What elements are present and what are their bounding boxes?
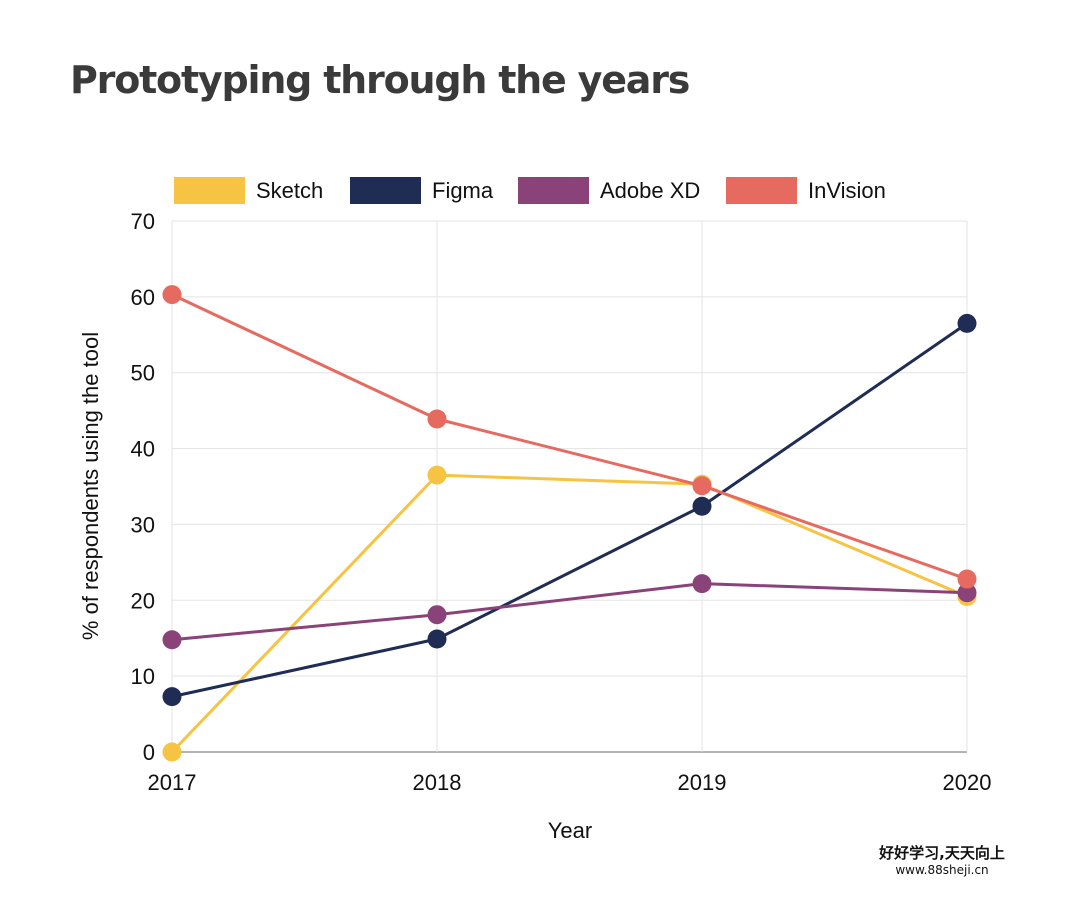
y-tick-label: 40 [131,437,155,462]
data-point-invision [957,569,977,589]
data-point-figma [957,313,977,333]
legend-label-figma: Figma [432,178,494,203]
x-tick-label: 2020 [943,770,992,795]
y-tick-label: 20 [131,588,155,613]
series-line-figma [171,322,968,699]
data-point-adobe-xd [427,605,447,625]
legend-item-figma: Figma [350,177,494,204]
data-point-figma [427,629,447,649]
data-point-invision [427,409,447,429]
data-point-figma [692,496,712,516]
legend-swatch-sketch [174,177,245,204]
data-point-adobe-xd [162,630,182,650]
data-point-figma [162,687,182,707]
legend: Sketch Figma Adobe XD InVision [174,177,886,204]
series-layer [162,285,977,762]
series-invision [162,285,977,589]
y-tick-label: 10 [131,664,155,689]
chart-title: Prototyping through the years [70,58,690,102]
series-line-invision [171,293,968,581]
grid-layer [171,220,968,753]
watermark: 好好学习,天天向上 www.88sheji.cn [862,842,1022,877]
data-point-invision [692,476,712,496]
watermark-url: www.88sheji.cn [895,863,989,877]
data-point-sketch [427,465,447,485]
legend-label-adobe-xd: Adobe XD [600,178,700,203]
series-line-sketch [170,473,968,754]
legend-swatch-invision [726,177,797,204]
x-axis-title: Year [548,818,592,843]
y-tick-label: 70 [131,209,155,234]
y-tick-label: 30 [131,512,155,537]
data-point-sketch [162,742,182,762]
y-tick-label: 50 [131,361,155,386]
legend-label-invision: InVision [808,178,886,203]
series-line-adobe-xd [171,582,968,642]
legend-swatch-adobe-xd [518,177,589,204]
data-point-adobe-xd [692,574,712,594]
data-point-adobe-xd [957,583,977,603]
legend-swatch-figma [350,177,421,204]
legend-label-sketch: Sketch [256,178,323,203]
legend-item-adobe-xd: Adobe XD [518,177,700,204]
watermark-text: 好好学习,天天向上 [879,844,1005,862]
data-point-invision [162,285,182,305]
series-sketch [162,465,977,762]
x-tick-label: 2019 [678,770,727,795]
y-tick-label: 0 [143,740,155,765]
y-tick-label: 60 [131,285,155,310]
x-tick-label: 2017 [148,770,197,795]
series-figma [162,313,977,707]
y-axis-title: % of respondents using the tool [78,332,103,640]
series-adobe-xd [162,574,977,650]
legend-item-sketch: Sketch [174,177,323,204]
x-tick-label: 2018 [413,770,462,795]
axis-layer: 0 10 20 30 40 50 60 70 2017 2018 2019 2020 [131,209,992,795]
legend-item-invision: InVision [726,177,886,204]
